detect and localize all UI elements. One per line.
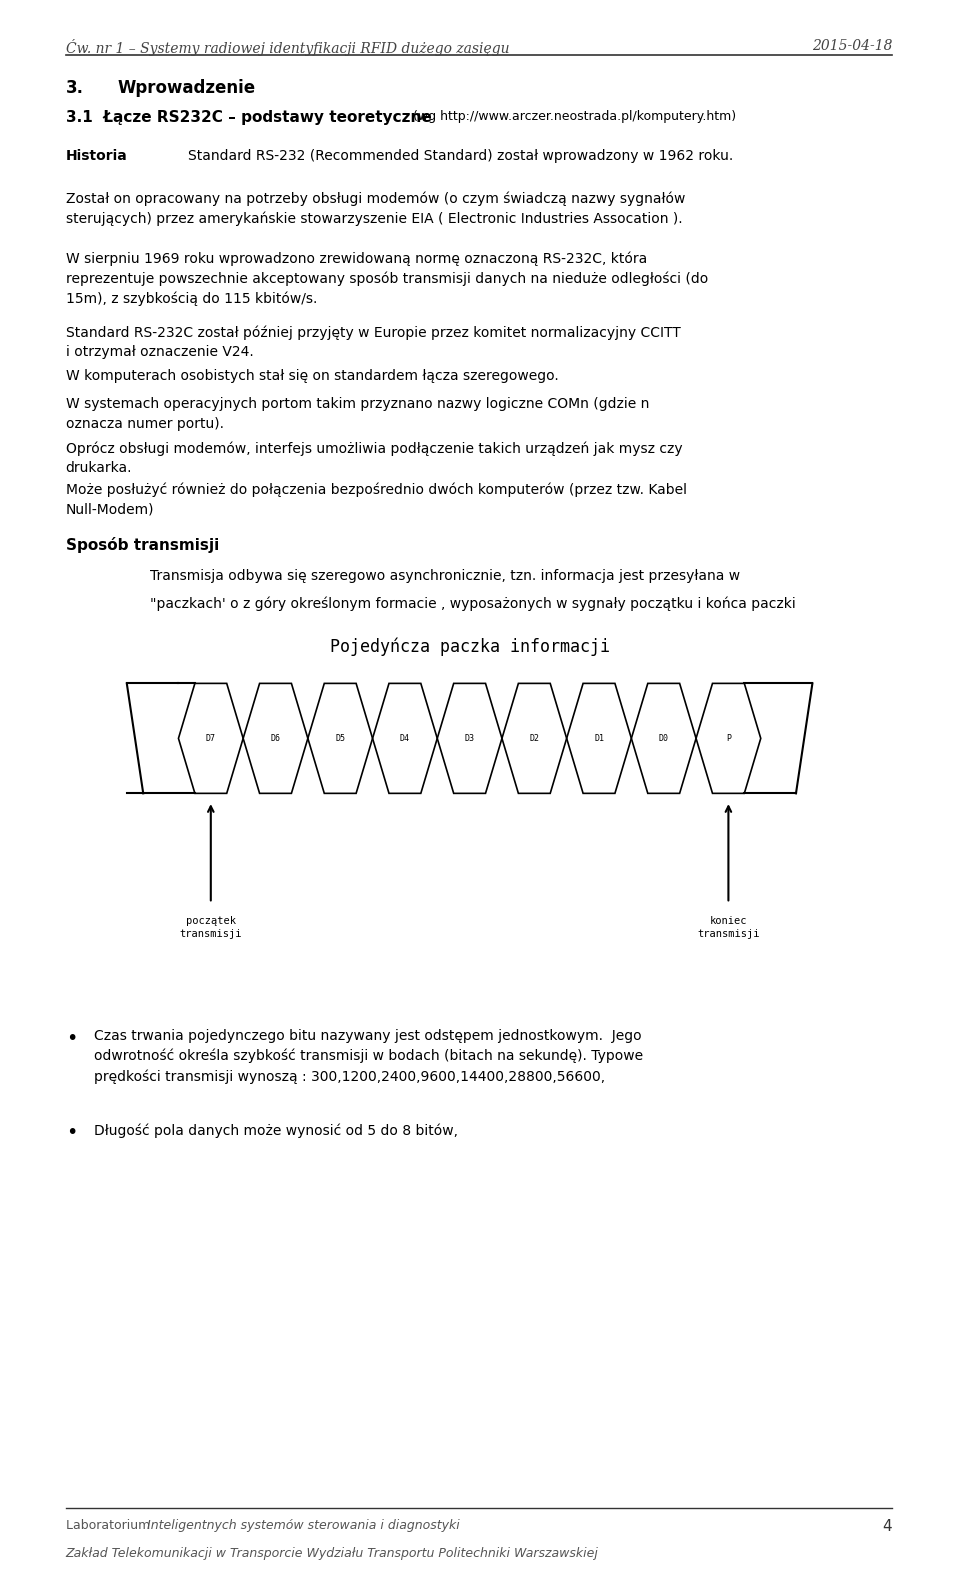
Text: 4: 4	[882, 1519, 892, 1535]
Text: Długość pola danych może wynosić od 5 do 8 bitów,: Długość pola danych może wynosić od 5 do…	[94, 1123, 458, 1137]
Text: początek
transmisji: początek transmisji	[180, 916, 242, 939]
Text: 3.: 3.	[65, 79, 84, 96]
Text: W komputerach osobistych stał się on standardem łącza szeregowego.: W komputerach osobistych stał się on sta…	[65, 369, 559, 383]
Text: Wprowadzenie: Wprowadzenie	[117, 79, 255, 96]
Text: P: P	[726, 734, 731, 743]
Text: Oprócz obsługi modemów, interfejs umożliwia podłączenie takich urządzeń jak mysz: Oprócz obsługi modemów, interfejs umożli…	[65, 441, 683, 476]
Text: (wg http://www.arczer.neostrada.pl/komputery.htm): (wg http://www.arczer.neostrada.pl/kompu…	[413, 110, 736, 123]
Text: Laboratorium: Laboratorium	[65, 1519, 154, 1532]
Text: D1: D1	[594, 734, 604, 743]
Text: Historia: Historia	[65, 149, 128, 163]
Text: D7: D7	[205, 734, 216, 743]
Text: Czas trwania pojedynczego bitu nazywany jest odstępem jednostkowym.  Jego
odwrot: Czas trwania pojedynczego bitu nazywany …	[94, 1029, 643, 1084]
Text: D3: D3	[465, 734, 474, 743]
Text: •: •	[65, 1123, 77, 1142]
Text: 2015-04-18: 2015-04-18	[812, 39, 892, 53]
Text: Został on opracowany na potrzeby obsługi modemów (o czym świadczą nazwy sygnałów: Został on opracowany na potrzeby obsługi…	[65, 192, 685, 226]
Text: D0: D0	[659, 734, 669, 743]
Text: W systemach operacyjnych portom takim przyznano nazwy logiczne COMn (gdzie n
ozn: W systemach operacyjnych portom takim pr…	[65, 397, 649, 430]
Text: "paczkach' o z góry określonym formacie , wyposażonych w sygnały początku i końc: "paczkach' o z góry określonym formacie …	[151, 597, 796, 611]
Text: D2: D2	[529, 734, 540, 743]
Text: W sierpniu 1969 roku wprowadzono zrewidowaną normę oznaczoną RS-232C, która
repr: W sierpniu 1969 roku wprowadzono zrewido…	[65, 251, 708, 306]
Text: Pojedyńcza paczka informacji: Pojedyńcza paczka informacji	[329, 638, 610, 657]
Text: Standard RS-232C został później przyjęty w Europie przez komitet normalizacyjny : Standard RS-232C został później przyjęty…	[65, 325, 681, 360]
Text: D4: D4	[400, 734, 410, 743]
Text: Może posłużyć również do połączenia bezpośrednio dwóch komputerów (przez tzw. Ka: Może posłużyć również do połączenia bezp…	[65, 482, 686, 517]
Text: D5: D5	[335, 734, 346, 743]
Text: Sposób transmisji: Sposób transmisji	[65, 537, 219, 553]
Text: Standard RS-232 (Recommended Standard) został wprowadzony w 1962 roku.: Standard RS-232 (Recommended Standard) z…	[188, 149, 733, 163]
Text: •: •	[65, 1029, 77, 1048]
Text: koniec
transmisji: koniec transmisji	[697, 916, 759, 939]
Text: Transmisja odbywa się szeregowo asynchronicznie, tzn. informacja jest przesyłana: Transmisja odbywa się szeregowo asynchro…	[151, 569, 740, 583]
Text: Inteligentnych systemów sterowania i diagnostyki: Inteligentnych systemów sterowania i dia…	[148, 1519, 460, 1532]
Text: 3.1  Łącze RS232C – podstawy teoretyczne: 3.1 Łącze RS232C – podstawy teoretyczne	[65, 110, 431, 126]
Text: D6: D6	[271, 734, 280, 743]
Text: Zakład Telekomunikacji w Transporcie Wydziału Transportu Politechniki Warszawski: Zakład Telekomunikacji w Transporcie Wyd…	[65, 1547, 599, 1560]
Text: Ćw. nr 1 – Systemy radiowej identyfikacji RFID dużego zasięgu: Ćw. nr 1 – Systemy radiowej identyfikacj…	[65, 39, 509, 57]
